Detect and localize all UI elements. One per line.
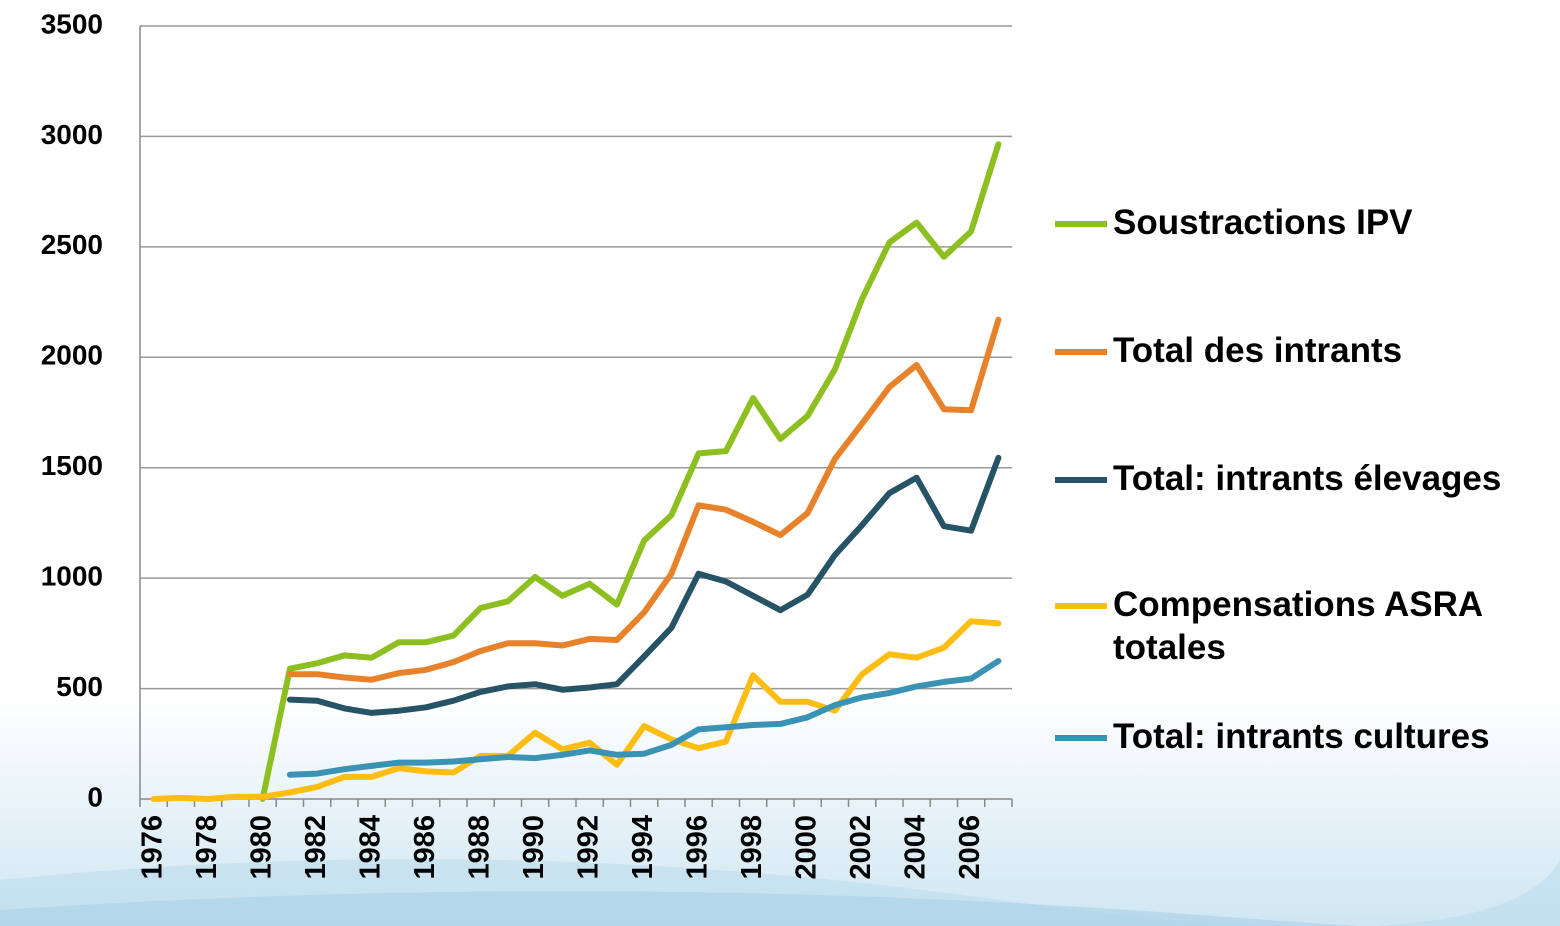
legend-swatch [1055, 603, 1107, 609]
legend-label: Soustractions IPV [1113, 203, 1413, 242]
legend-swatch [1055, 349, 1107, 355]
x-tick-label: 2004 [899, 815, 931, 880]
legend-label: Total des intrants [1113, 331, 1403, 370]
legend-swatch [1055, 735, 1107, 741]
y-tick-label: 3000 [41, 119, 103, 150]
y-tick-label: 500 [56, 671, 103, 702]
x-tick-label: 1992 [572, 815, 604, 880]
legend-item: Total: intrants cultures [1055, 715, 1555, 758]
y-tick-label: 1000 [41, 561, 103, 592]
series-line [259, 141, 1002, 802]
legend-item: Total des intrants [1055, 329, 1555, 372]
x-tick-label: 1984 [354, 815, 386, 880]
x-tick-label: 1976 [136, 815, 168, 880]
y-tick-label: 0 [87, 781, 103, 812]
x-tick-label: 1982 [300, 815, 332, 880]
series-line [286, 454, 1002, 716]
series-line [286, 316, 1002, 683]
legend-item: Total: intrants élevages [1055, 457, 1555, 500]
legend-label: Total: intrants élevages [1113, 459, 1502, 498]
legend-item: Compensations ASRA totales [1055, 583, 1555, 669]
x-tick-label: 1988 [463, 815, 495, 880]
series-line [150, 618, 1002, 802]
x-tick-label: 1996 [681, 815, 713, 880]
x-tick-label: 1994 [627, 815, 659, 880]
x-tick-label: 1980 [245, 815, 277, 880]
x-tick-label: 2002 [845, 815, 877, 880]
x-tick-label: 1990 [518, 815, 550, 880]
y-tick-label: 1500 [41, 450, 103, 481]
x-tick-label: 1978 [191, 815, 223, 880]
legend-item: Soustractions IPV [1055, 201, 1555, 244]
x-tick-label: 2000 [790, 815, 822, 880]
y-tick-label: 2000 [41, 340, 103, 371]
x-tick-label: 1998 [736, 815, 768, 880]
y-tick-label: 3500 [41, 8, 103, 39]
legend-label: Compensations ASRA totales [1113, 585, 1482, 667]
x-tick-label: 2006 [954, 815, 986, 880]
y-tick-label: 2500 [41, 229, 103, 260]
x-tick-label: 1986 [409, 815, 441, 880]
legend-swatch [1055, 477, 1107, 483]
wave [0, 891, 1560, 926]
legend-swatch [1055, 221, 1107, 227]
legend-label: Total: intrants cultures [1113, 717, 1490, 756]
series-line [286, 658, 1002, 778]
